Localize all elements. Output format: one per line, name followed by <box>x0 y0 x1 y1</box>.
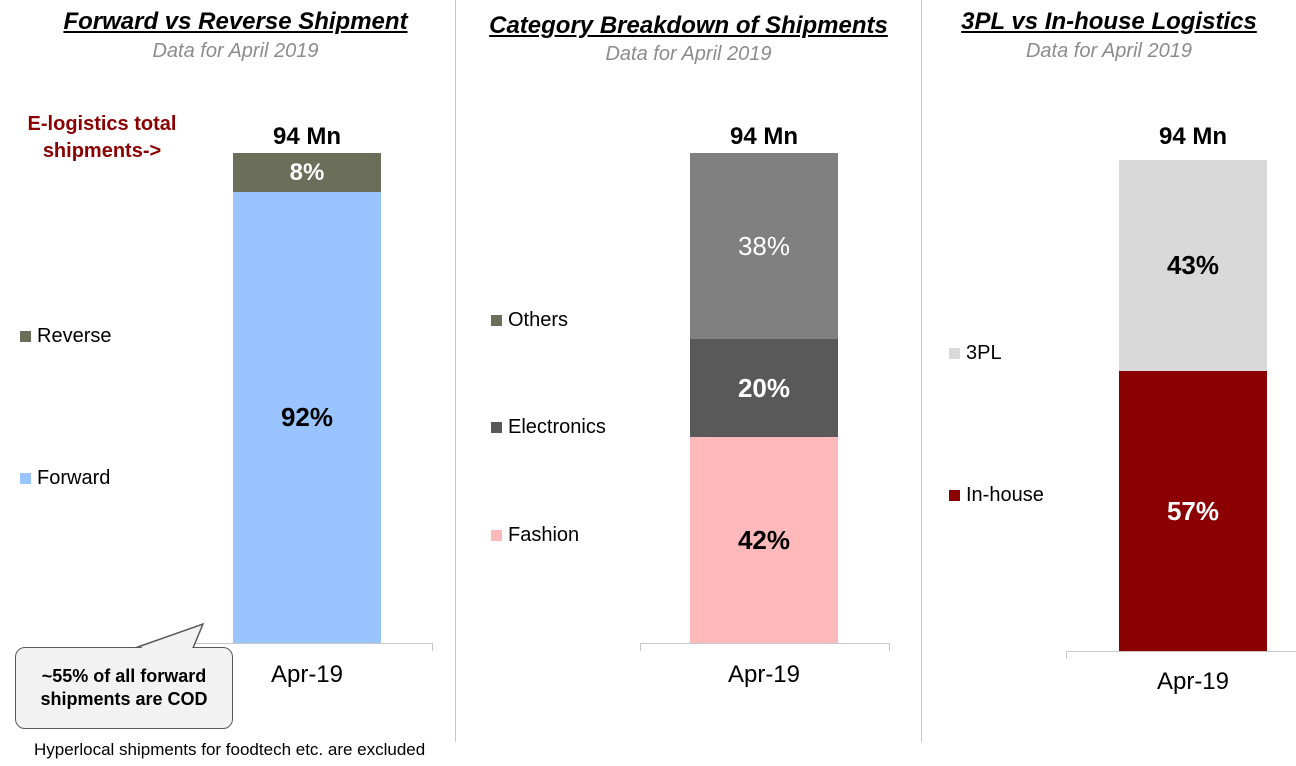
legend-label-forward: Forward <box>37 467 111 489</box>
stacked-bar: 42% 20% 38% <box>690 153 838 643</box>
legend-item-3pl: 3PL <box>949 342 1002 365</box>
data-label-fashion: 42% <box>737 524 791 555</box>
elogistics-annotation: E-logistics total shipments-> <box>27 113 177 162</box>
legend-swatch-3pl <box>949 348 960 359</box>
x-axis-tick <box>1066 651 1067 659</box>
legend-label-inhouse: In-house <box>966 484 1044 506</box>
chart-subtitle: Data for April 2019 <box>605 43 772 65</box>
x-tick-label: Apr-19 <box>1156 668 1230 695</box>
legend-swatch-electronics <box>491 422 502 433</box>
legend-item-others: Others <box>491 309 568 332</box>
x-axis-line <box>640 643 890 644</box>
data-label-reverse: 8% <box>289 158 325 186</box>
bar-segment-fashion: 42% <box>690 437 838 643</box>
cod-callout: ~55% of all forward shipments are COD <box>15 647 233 729</box>
bar-total-label: 94 Mn <box>272 123 341 150</box>
x-tick-label: Apr-19 <box>727 661 801 688</box>
stacked-bar: 92% 8% <box>233 153 381 643</box>
bar-segment-electronics: 20% <box>690 339 838 438</box>
x-axis-line <box>183 643 433 644</box>
data-label-electronics: 20% <box>737 372 791 403</box>
chart-title: 3PL vs In-house Logistics <box>961 8 1257 35</box>
legend-swatch-fashion <box>491 530 502 541</box>
bar-segment-others: 38% <box>690 153 838 340</box>
legend-item-inhouse: In-house <box>949 484 1044 507</box>
panel-divider <box>921 0 922 742</box>
panel-divider <box>455 0 456 742</box>
legend-swatch-forward <box>20 473 31 484</box>
data-label-others: 38% <box>737 230 791 261</box>
legend-label-fashion: Fashion <box>508 524 580 546</box>
x-tick-label: Apr-19 <box>270 661 344 688</box>
bar-segment-3pl: 43% <box>1119 160 1267 372</box>
chart-subtitle: Data for April 2019 <box>1025 40 1192 62</box>
legend-swatch-inhouse <box>949 490 960 501</box>
legend-item-fashion: Fashion <box>491 524 579 547</box>
callout-text: ~55% of all forward shipments are COD <box>40 666 208 709</box>
bar-segment-inhouse: 57% <box>1119 371 1267 651</box>
chart-panel-forward-reverse: Forward vs Reverse Shipment Data for Apr… <box>0 0 455 766</box>
bar-segment-forward: 92% <box>233 192 381 643</box>
x-axis-tick <box>640 643 641 651</box>
data-label-3pl: 43% <box>1166 250 1220 281</box>
data-label-inhouse: 57% <box>1166 495 1220 526</box>
legend-swatch-reverse <box>20 331 31 342</box>
bar-segment-reverse: 8% <box>233 153 381 193</box>
bar-total-label: 94 Mn <box>1158 123 1227 150</box>
footnote: Hyperlocal shipments for foodtech etc. a… <box>34 740 426 759</box>
chart-panel-category: Category Breakdown of Shipments Data for… <box>456 0 921 766</box>
legend-label-3pl: 3PL <box>966 342 1002 364</box>
legend-label-reverse: Reverse <box>37 325 112 347</box>
legend-item-electronics: Electronics <box>491 416 606 439</box>
legend-label-others: Others <box>508 309 569 331</box>
bar-total-label: 94 Mn <box>729 123 798 150</box>
legend-item-forward: Forward <box>20 467 110 490</box>
x-axis-tick <box>432 643 433 651</box>
legend-item-reverse: Reverse <box>20 325 111 348</box>
chart-title: Forward vs Reverse Shipment <box>63 8 408 35</box>
data-label-forward: 92% <box>280 402 334 433</box>
legend-label-electronics: Electronics <box>508 416 606 438</box>
stacked-bar: 57% 43% <box>1119 160 1267 651</box>
x-axis-line <box>1066 651 1296 652</box>
legend-swatch-others <box>491 315 502 326</box>
chart-subtitle: Data for April 2019 <box>152 40 319 62</box>
chart-panel-3pl-inhouse: 3PL vs In-house Logistics Data for April… <box>922 0 1296 766</box>
chart-title: Category Breakdown of Shipments <box>489 12 888 39</box>
x-axis-tick <box>889 643 890 651</box>
